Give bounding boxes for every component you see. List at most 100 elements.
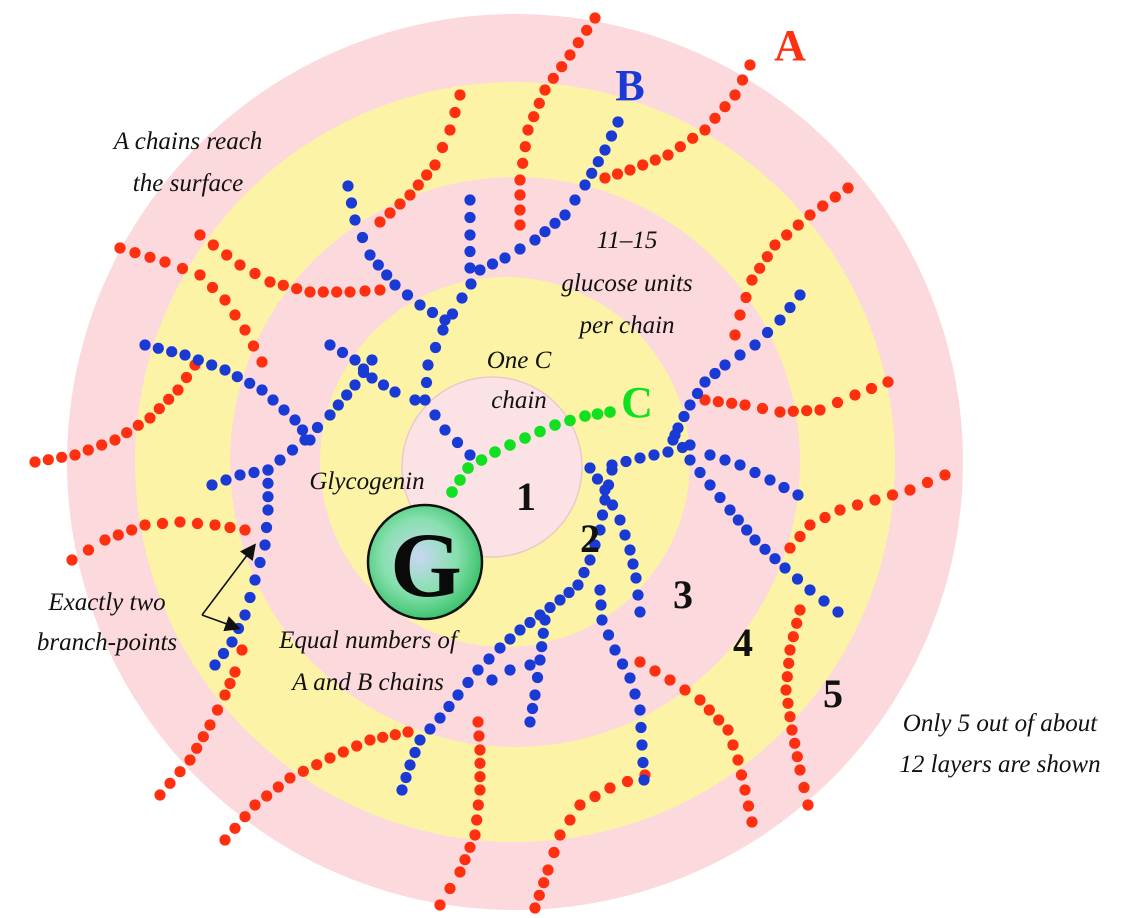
- a-chain-glucose-unit: [564, 814, 576, 826]
- b-chain-glucose-unit: [437, 324, 449, 336]
- layer-number-5: 5: [823, 671, 843, 716]
- a-chain-glucose-unit: [159, 256, 171, 268]
- b-chain-glucose-unit: [539, 226, 551, 238]
- a-chain-glucose-unit: [219, 689, 231, 701]
- b-chain-glucose-unit: [504, 633, 516, 645]
- b-chain-glucose-unit: [464, 229, 476, 241]
- a-chain-glucose-unit: [787, 405, 799, 417]
- a-chain-glucose-unit: [674, 141, 686, 153]
- a-chain-glucose-unit: [394, 198, 406, 210]
- b-chain-glucose-unit: [286, 444, 299, 456]
- a-chain-glucose-unit: [589, 12, 601, 24]
- a-chain-glucose-unit: [384, 207, 396, 219]
- b-chain-glucose-unit: [779, 562, 791, 574]
- b-chain-glucose-unit: [599, 144, 611, 156]
- a-chain-glucose-unit: [727, 739, 739, 751]
- b-chain-glucose-unit: [404, 759, 416, 771]
- a-chain-glucose-unit: [209, 519, 221, 531]
- b-chain-glucose-unit: [166, 346, 178, 358]
- b-chain-glucose-unit: [559, 209, 571, 221]
- a-chain-glucose-unit: [784, 542, 796, 554]
- a-chain-glucose-unit: [304, 286, 316, 298]
- b-chain-glucose-unit: [464, 211, 476, 224]
- a-chain-glucose-unit: [637, 159, 649, 171]
- b-chain-glucose-unit: [400, 771, 412, 784]
- a-chain-glucose-unit: [42, 454, 54, 466]
- a-chain-glucose-unit: [472, 799, 484, 811]
- a-chain-glucose-unit: [121, 427, 133, 439]
- a-chain-glucose-unit: [679, 684, 691, 696]
- a-chain-glucose-unit: [249, 267, 261, 280]
- b-chain-glucose-unit: [524, 616, 536, 629]
- b-chain-glucose-unit: [609, 644, 621, 656]
- a-chain-glucose-unit: [514, 219, 526, 231]
- b-chain-glucose-unit: [612, 116, 624, 128]
- layer-number-4: 4: [733, 620, 753, 665]
- c-chain-glucose-unit: [446, 486, 458, 498]
- a-chain-glucose-unit: [581, 24, 593, 36]
- a-chain-glucose-unit: [621, 775, 634, 788]
- b-chain-glucose-unit: [578, 566, 590, 579]
- a-chain-glucose-unit: [229, 822, 241, 834]
- b-chain-glucose-unit: [719, 454, 731, 466]
- a-chain-glucose-unit: [344, 286, 356, 298]
- a-chain-glucose-unit: [528, 111, 540, 123]
- a-chain-glucose-unit: [817, 200, 829, 212]
- a-chain-glucose-unit: [311, 759, 323, 771]
- b-chain-glucose-unit: [179, 349, 191, 361]
- b-chain-glucose-unit: [792, 489, 804, 501]
- b-chain-glucose-unit: [596, 509, 609, 521]
- b-chain-glucose-unit: [620, 455, 632, 468]
- b-chain-glucose-unit: [619, 529, 631, 541]
- note-branch-line1: Exactly two: [47, 589, 165, 616]
- a-chain-glucose-unit: [126, 524, 138, 536]
- b-chain-glucose-unit: [704, 479, 716, 491]
- b-chain-glucose-unit: [526, 702, 539, 715]
- note-c-chain-line2: chain: [491, 387, 547, 414]
- b-chain-glucose-unit: [595, 599, 607, 611]
- a-chain-glucose-unit: [694, 694, 706, 706]
- b-chain-glucose-unit: [254, 556, 266, 569]
- b-chain-glucose-unit: [714, 491, 726, 504]
- a-chain-glucose-unit: [649, 665, 661, 677]
- b-chain-glucose-unit: [377, 379, 390, 391]
- a-chain-glucose-unit: [474, 784, 486, 796]
- chain-label-c: C: [621, 378, 653, 427]
- b-chain-glucose-unit: [494, 642, 506, 654]
- a-chain-glucose-unit: [849, 389, 861, 401]
- a-chain-glucose-unit: [712, 396, 724, 408]
- a-chain-glucose-unit: [272, 781, 284, 793]
- a-chain-glucose-unit: [761, 251, 773, 263]
- a-chain-glucose-unit: [794, 764, 806, 776]
- a-chain-glucose-unit: [801, 405, 813, 417]
- glycogenin-symbol: G: [390, 514, 462, 616]
- a-chain-glucose-unit: [787, 631, 799, 643]
- a-chain-glucose-unit: [174, 766, 186, 778]
- b-chain-glucose-unit: [529, 689, 541, 701]
- b-chain-glucose-unit: [624, 544, 636, 556]
- b-chain-glucose-unit: [818, 595, 830, 607]
- a-chain-glucose-unit: [904, 484, 916, 496]
- branch-arrow-upper: [201, 543, 256, 616]
- b-chain-glucose-unit: [472, 664, 484, 676]
- a-chain-glucose-unit: [781, 671, 793, 683]
- b-chain-glucose-unit: [614, 514, 626, 526]
- b-chain-glucose-unit: [262, 477, 274, 489]
- b-chain-glucose-unit: [244, 591, 256, 604]
- a-chain-glucose-unit: [194, 269, 206, 281]
- b-chain-glucose-unit: [784, 301, 796, 314]
- b-chain-glucose-unit: [419, 394, 431, 406]
- a-chain-glucose-unit: [709, 112, 721, 124]
- b-chain-glucose-unit: [539, 614, 551, 626]
- a-chain-glucose-unit: [412, 179, 424, 191]
- b-chain-glucose-unit: [634, 606, 646, 618]
- b-chain-glucose-unit: [434, 712, 446, 724]
- a-chain-glucose-unit: [239, 811, 251, 823]
- b-chain-glucose-unit: [324, 409, 336, 421]
- b-chain-glucose-unit: [332, 399, 344, 411]
- note-layers-line1: Only 5 out of about: [903, 710, 1098, 737]
- a-chain-glucose-unit: [66, 554, 78, 566]
- b-chain-glucose-unit: [239, 609, 251, 621]
- b-chain-glucose-unit: [274, 454, 286, 466]
- a-chain-glucose-unit: [744, 59, 756, 71]
